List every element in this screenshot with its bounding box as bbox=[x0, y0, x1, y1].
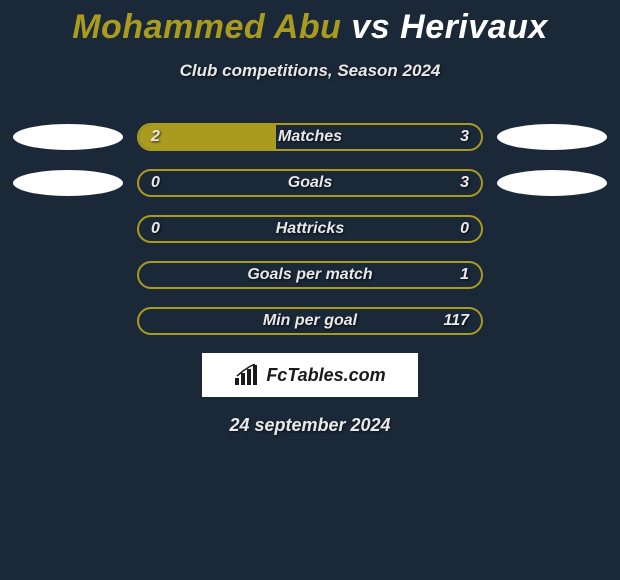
stat-bar: 0 0Hattricks bbox=[137, 215, 483, 243]
stat-row: 0 0Hattricks bbox=[0, 215, 620, 243]
stat-value-left: 0 bbox=[151, 217, 160, 241]
stat-label: Goals bbox=[139, 171, 481, 195]
stat-value-left: 2 bbox=[151, 125, 160, 149]
stat-bar: 1Goals per match bbox=[137, 261, 483, 289]
comparison-card: Mohammed Abu vs Herivaux Club competitio… bbox=[0, 0, 620, 436]
page-title: Mohammed Abu vs Herivaux bbox=[0, 8, 620, 47]
stat-label: Goals per match bbox=[139, 263, 481, 287]
player1-ellipse bbox=[13, 170, 123, 196]
stat-value-left: 0 bbox=[151, 171, 160, 195]
stat-row: 0 3Goals bbox=[0, 169, 620, 197]
stat-row: 23Matches bbox=[0, 123, 620, 151]
player2-name: Herivaux bbox=[400, 8, 548, 46]
stat-bar: 0 3Goals bbox=[137, 169, 483, 197]
stats-rows: 23Matches03Goals00Hattricks1Goals per ma… bbox=[0, 123, 620, 335]
logo: FcTables.com bbox=[234, 364, 385, 386]
stat-bar: 117Min per goal bbox=[137, 307, 483, 335]
stat-value-right: 1 bbox=[460, 263, 469, 287]
player1-ellipse bbox=[13, 124, 123, 150]
logo-box: FcTables.com bbox=[202, 353, 418, 397]
stat-label: Min per goal bbox=[139, 309, 481, 333]
stat-value-right: 0 bbox=[460, 217, 469, 241]
subtitle: Club competitions, Season 2024 bbox=[0, 61, 620, 81]
vs-text: vs bbox=[351, 8, 390, 46]
stat-bar: 23Matches bbox=[137, 123, 483, 151]
chart-icon bbox=[234, 364, 260, 386]
stat-value-right: 3 bbox=[460, 125, 469, 149]
stat-label: Hattricks bbox=[139, 217, 481, 241]
stat-value-right: 3 bbox=[460, 171, 469, 195]
player2-ellipse bbox=[497, 170, 607, 196]
player1-name: Mohammed Abu bbox=[72, 8, 341, 46]
stat-row: 1Goals per match bbox=[0, 261, 620, 289]
date-line: 24 september 2024 bbox=[0, 415, 620, 436]
stat-value-right: 117 bbox=[443, 309, 469, 333]
player2-ellipse bbox=[497, 124, 607, 150]
stat-row: 117Min per goal bbox=[0, 307, 620, 335]
logo-text: FcTables.com bbox=[266, 365, 385, 386]
